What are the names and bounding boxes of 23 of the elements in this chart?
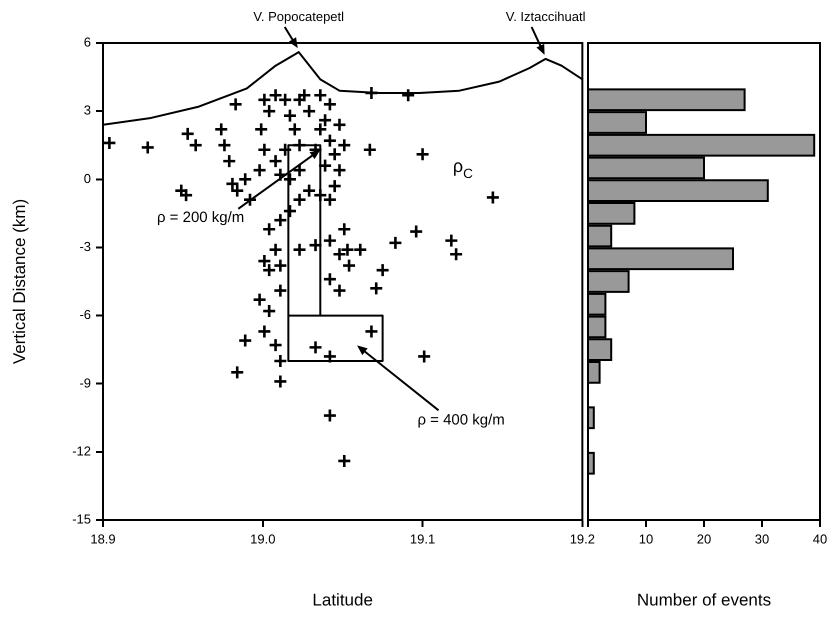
y-tick-label: -12: [72, 443, 91, 458]
x-tick-label: 18.9: [90, 531, 116, 546]
x-tick-label: 10: [638, 531, 654, 546]
y-tick-label: -6: [79, 307, 91, 322]
x-tick-label: 19.1: [410, 531, 436, 546]
annotation: ρ = 400 kg/m: [417, 412, 505, 429]
x-tick-label: 19.0: [250, 531, 276, 546]
annotation: ρ = 200 kg/m: [156, 208, 244, 226]
y-tick-label: 0: [84, 170, 91, 186]
y-tick-label: 6: [84, 34, 91, 50]
annotation: V. Popocatepetl: [253, 9, 344, 24]
x-tick-label: 40: [812, 531, 828, 546]
x-tick-label: 30: [754, 531, 770, 546]
y-tick-label: -3: [79, 239, 91, 254]
y-axis-title: Vertical Distance (km): [10, 198, 29, 364]
y-tick-label: -9: [79, 375, 91, 390]
x-tick-label: 19.2: [570, 531, 596, 546]
x-tick-label: 20: [696, 531, 712, 546]
y-tick-label: -15: [72, 512, 91, 527]
x-axis-title: Number of events: [636, 590, 772, 610]
y-tick-label: 3: [84, 102, 91, 118]
x-axis-title: Latitude: [312, 590, 373, 610]
annotation: V. Iztaccihuatl: [506, 9, 586, 24]
